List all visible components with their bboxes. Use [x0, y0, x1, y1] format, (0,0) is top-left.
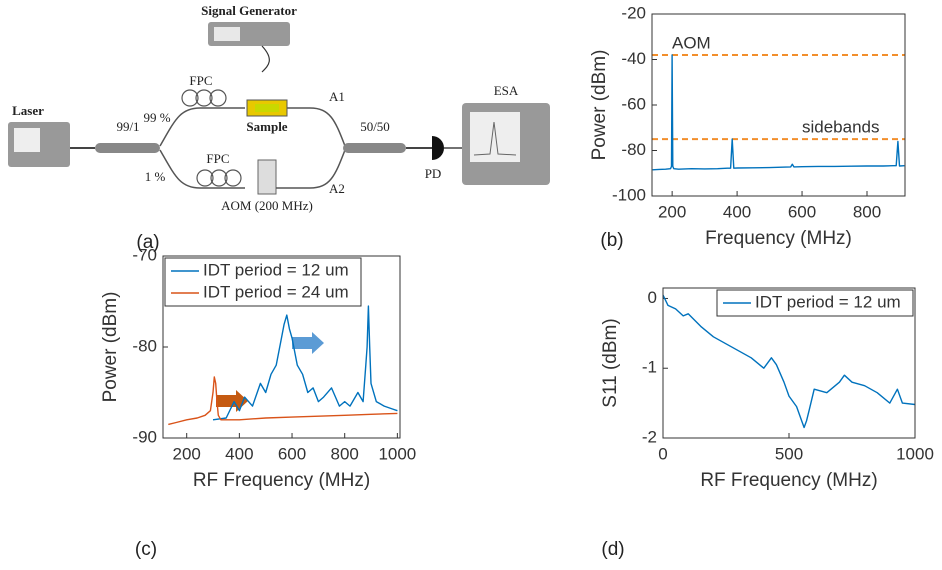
- panel-label: (a): [136, 232, 159, 253]
- cable: [261, 45, 270, 73]
- splitter-icon: [95, 143, 160, 153]
- series-line: [652, 54, 905, 171]
- y-tick-label: -1: [642, 358, 657, 377]
- y-tick-label: -40: [621, 49, 646, 68]
- y-axis-label: S11 (dBm): [600, 318, 621, 407]
- diagram-label: FPC: [206, 151, 229, 166]
- y-tick-label: -20: [621, 3, 646, 22]
- diagram-label: 99 %: [143, 110, 170, 125]
- screen-trace: [473, 121, 517, 156]
- x-tick-label: 600: [278, 444, 306, 463]
- y-tick-label: -100: [612, 185, 646, 204]
- series-line: [663, 294, 915, 429]
- photodiode-icon: [432, 136, 444, 160]
- y-axis-label: Power (dBm): [589, 50, 610, 161]
- panel-label: (d): [601, 539, 624, 560]
- diagram-label: FPC: [189, 73, 212, 88]
- fpc-loops: [181, 89, 242, 187]
- plot-frame: [662, 287, 916, 439]
- y-tick-label: -80: [621, 140, 646, 159]
- panel-label: (c): [135, 539, 157, 560]
- y-tick-label: 0: [648, 288, 657, 307]
- aom-icon: [257, 159, 277, 195]
- diagram-label: Sample: [246, 119, 287, 134]
- screen: [470, 112, 520, 162]
- fiber: [287, 107, 346, 147]
- chart: -90 -80 -70 200 400 600 800 1000 RF Frequency (M…: [100, 245, 416, 491]
- diagram-label: 99/1: [116, 119, 139, 134]
- x-tick-label: 400: [225, 444, 253, 463]
- y-tick-label: -60: [621, 94, 646, 113]
- annotation: AOM: [672, 33, 711, 52]
- x-tick-label: 600: [788, 202, 816, 221]
- x-tick-label: 200: [658, 202, 686, 221]
- x-tick-label: 500: [775, 444, 803, 463]
- x-axis-label: RF Frequency (MHz): [193, 470, 370, 491]
- fiber: [159, 149, 245, 189]
- x-tick-label: 0: [658, 444, 667, 463]
- sample-idt: [255, 104, 279, 112]
- y-tick-label: -80: [132, 336, 157, 355]
- diagram-label: AOM (200 MHz): [221, 198, 313, 213]
- y-tick-label: -90: [132, 427, 157, 446]
- arrow: [216, 390, 248, 412]
- panel-label: (b): [600, 230, 623, 251]
- x-tick-label: 400: [723, 202, 751, 221]
- screen: [214, 27, 240, 41]
- diagram-label: PD: [425, 166, 442, 181]
- series-line: [212, 305, 398, 421]
- setup-diagram: Signal Generator Laser 99/1 FPC FPC 99 %…: [8, 3, 550, 213]
- diagram-label: A2: [329, 181, 345, 196]
- legend-label: IDT period = 12 um: [755, 292, 901, 311]
- y-tick-label: -2: [642, 427, 657, 446]
- plot-frame: [651, 13, 906, 197]
- coupler-icon: [343, 143, 406, 153]
- x-tick-label: 1000: [378, 444, 416, 463]
- y-axis-label: Power (dBm): [100, 292, 121, 403]
- x-axis-label: RF Frequency (MHz): [700, 470, 877, 491]
- fiber: [159, 107, 245, 147]
- legend-label: IDT period = 12 um: [203, 260, 349, 279]
- annotation: sidebands: [802, 118, 880, 137]
- diagram-label: Laser: [12, 103, 44, 118]
- series-line: [168, 376, 398, 426]
- legend-box: [164, 257, 362, 307]
- x-tick-label: 1000: [896, 444, 934, 463]
- diagram-label: 1 %: [145, 169, 166, 184]
- x-tick-label: 200: [173, 444, 201, 463]
- diagram-label: 50/50: [360, 119, 390, 134]
- fiber: [276, 149, 346, 189]
- y-tick-label: -70: [132, 245, 157, 264]
- x-axis-label: Frequency (MHz): [705, 228, 852, 249]
- diagram-label: ESA: [494, 83, 519, 98]
- x-tick-label: 800: [331, 444, 359, 463]
- arrow: [292, 332, 324, 354]
- screen: [14, 128, 40, 152]
- diagram-label: Signal Generator: [201, 3, 297, 18]
- legend-label: IDT period = 24 um: [203, 282, 349, 301]
- x-tick-label: 800: [853, 202, 881, 221]
- plot-frame: [162, 255, 401, 439]
- diagram-label: A1: [329, 89, 345, 104]
